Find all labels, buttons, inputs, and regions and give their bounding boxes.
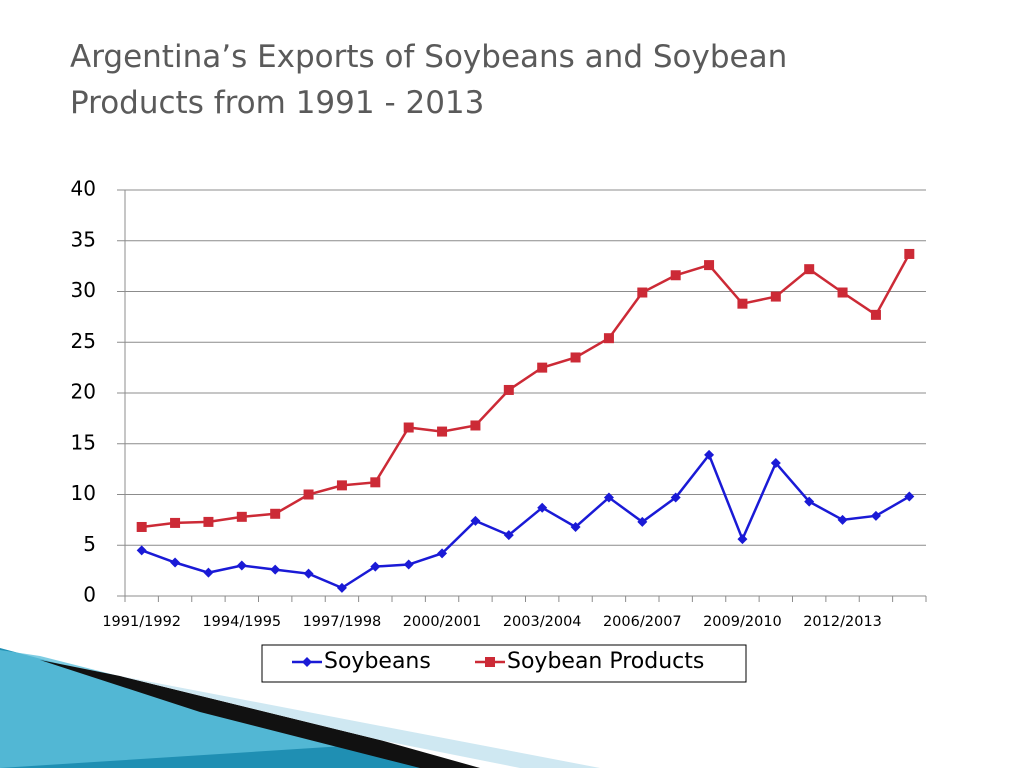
x-tick-label: 2000/2001	[403, 614, 482, 630]
y-tick-label: 20	[71, 380, 96, 404]
data-point	[370, 477, 381, 488]
decoration	[0, 650, 360, 768]
y-tick-label: 5	[83, 532, 96, 556]
data-point	[737, 298, 748, 309]
y-tick-label: 25	[71, 329, 96, 353]
data-point	[470, 420, 481, 431]
data-point	[904, 491, 915, 502]
x-tick-label: 1991/1992	[102, 614, 181, 630]
data-point	[236, 511, 247, 522]
data-point	[704, 260, 715, 271]
data-point	[303, 489, 314, 500]
data-point	[837, 287, 848, 298]
data-point	[704, 449, 715, 460]
data-point	[870, 510, 881, 521]
legend-label: Soybeans	[324, 649, 431, 674]
x-tick-label: 2003/2004	[503, 614, 582, 630]
data-point	[904, 248, 915, 259]
y-tick-label: 10	[71, 481, 96, 505]
data-point	[270, 508, 281, 519]
data-point	[770, 291, 781, 302]
data-point	[637, 516, 648, 527]
data-point	[136, 521, 147, 532]
legend-marker	[302, 657, 312, 667]
data-point	[203, 516, 214, 527]
data-point	[537, 502, 548, 513]
y-tick-label: 0	[83, 583, 96, 607]
data-point	[403, 559, 414, 570]
data-point	[570, 521, 581, 532]
x-tick-label: 2012/2013	[803, 614, 882, 630]
y-tick-label: 35	[71, 227, 96, 251]
series-line	[141, 253, 911, 529]
data-point	[503, 530, 514, 541]
data-point	[537, 362, 548, 373]
data-point	[170, 517, 181, 528]
data-point	[770, 458, 781, 469]
data-point	[470, 515, 481, 526]
y-tick-label: 30	[71, 278, 96, 302]
data-point	[170, 557, 181, 568]
data-point	[370, 561, 381, 572]
data-point	[804, 264, 815, 275]
data-point	[303, 568, 314, 579]
series-line	[141, 452, 910, 590]
data-point	[236, 560, 247, 571]
data-point	[503, 384, 514, 395]
x-tick-label: 1997/1998	[303, 614, 382, 630]
data-point	[804, 496, 815, 507]
data-point	[603, 492, 614, 503]
data-point	[603, 333, 614, 344]
data-point	[570, 352, 581, 363]
data-point	[837, 514, 848, 525]
slide-title: Argentina’s Exports of Soybeans and Soyb…	[70, 39, 788, 121]
y-tick-label: 40	[71, 177, 96, 201]
x-tick-label: 2009/2010	[703, 614, 782, 630]
x-tick-label: 1994/1995	[202, 614, 281, 630]
data-point	[737, 534, 748, 545]
legend-marker	[485, 657, 495, 667]
decoration	[40, 660, 480, 768]
y-tick-label: 15	[71, 430, 96, 454]
data-point	[336, 480, 347, 491]
data-point	[437, 426, 448, 437]
data-point	[437, 548, 448, 559]
data-point	[403, 422, 414, 433]
data-point	[270, 564, 281, 575]
data-point	[670, 270, 681, 281]
data-point	[870, 309, 881, 320]
data-point	[637, 287, 648, 298]
data-point	[336, 582, 347, 593]
data-point	[670, 492, 681, 503]
decoration	[120, 676, 600, 768]
legend-label: Soybean Products	[507, 649, 704, 674]
data-point	[136, 545, 147, 556]
legend-box	[261, 644, 747, 683]
data-point	[203, 567, 214, 578]
x-tick-label: 2006/2007	[603, 614, 682, 630]
